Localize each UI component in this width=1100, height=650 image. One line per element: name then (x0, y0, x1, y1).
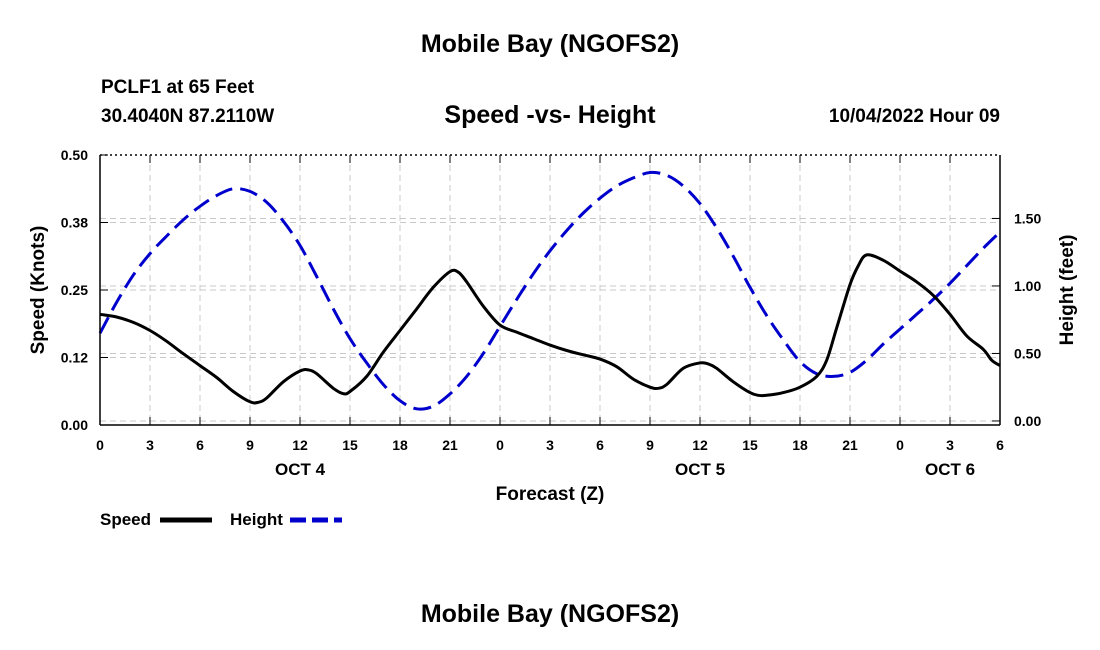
x-tick-label: 15 (742, 437, 758, 453)
x-tick-label: 3 (146, 437, 154, 453)
grid-lines (100, 155, 1000, 425)
x-tick-label: 3 (546, 437, 554, 453)
legend-label-height: Height (230, 510, 283, 529)
series-line-height (98, 170, 1002, 411)
y-right-tick-label: 1.00 (1014, 278, 1041, 294)
x-tick-label: 15 (342, 437, 358, 453)
x-tick-label: 18 (392, 437, 408, 453)
x-tick-label: 3 (946, 437, 954, 453)
y-left-tick-label: 0.12 (61, 350, 88, 366)
x-tick-label: 21 (842, 437, 858, 453)
x-tick-label: 0 (96, 437, 104, 453)
y-axis-right-label: Height (feet) (1057, 235, 1078, 346)
x-tick-label: 18 (792, 437, 808, 453)
y-axis-left-label: Speed (Knots) (28, 226, 49, 355)
legend-label-speed: Speed (100, 510, 151, 529)
x-tick-label: 9 (646, 437, 654, 453)
station-label: PCLF1 at 65 Feet (101, 77, 255, 98)
axes: 0 3 6 9 12 15 18 21 0 3 6 9 12 15 18 21 0 3 6 OCT 4 OCT 5 OCT… (61, 147, 1042, 479)
y-left-tick-label: 0.25 (61, 282, 88, 298)
x-tick-label: 12 (292, 437, 308, 453)
legend: Speed Height (100, 510, 342, 529)
coordinates-label: 30.4040N 87.2110W (101, 106, 275, 127)
x-tick-label: 9 (246, 437, 254, 453)
forecast-datetime: 10/04/2022 Hour 09 (828, 106, 1000, 127)
chart-title: Mobile Bay (NGOFS2) (420, 30, 680, 58)
y-left-tick-label: 0.00 (61, 417, 88, 433)
y-right-tick-label: 0.00 (1014, 413, 1041, 429)
y-left-tick-label: 0.50 (61, 147, 88, 163)
footer-title: Mobile Bay (NGOFS2) (420, 600, 680, 628)
series-line-speed (99, 253, 1001, 405)
x-tick-label: 21 (442, 437, 458, 453)
series-lines (98, 170, 1002, 411)
date-label: OCT 5 (675, 460, 725, 479)
x-tick-label: 6 (996, 437, 1004, 453)
x-tick-label: 12 (692, 437, 708, 453)
chart-subtitle: Speed -vs- Height (444, 101, 656, 129)
date-label: OCT 6 (925, 460, 975, 479)
x-tick-label: 6 (596, 437, 604, 453)
date-label: OCT 4 (275, 460, 326, 479)
y-right-tick-label: 0.50 (1014, 345, 1041, 361)
x-tick-label: 0 (896, 437, 904, 453)
x-axis-label: Forecast (Z) (496, 484, 605, 505)
x-tick-label: 6 (196, 437, 204, 453)
x-tick-label: 0 (496, 437, 504, 453)
y-left-tick-label: 0.38 (61, 215, 88, 231)
y-right-tick-label: 1.50 (1014, 210, 1041, 226)
